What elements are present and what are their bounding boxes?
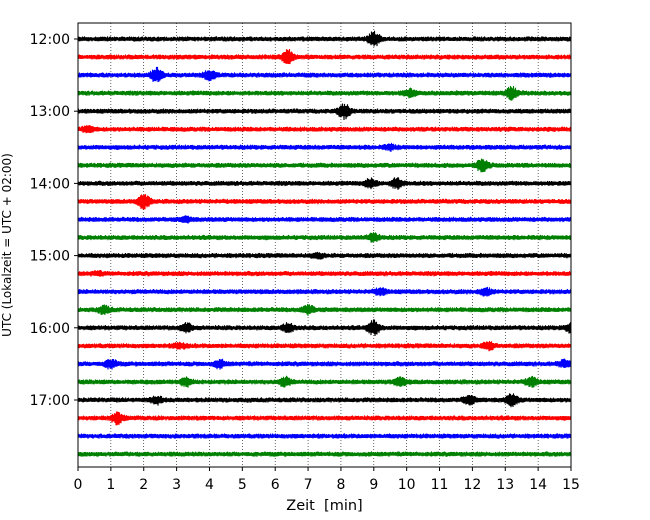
- seismic-trace: [77, 232, 572, 243]
- seismic-trace: [77, 194, 572, 210]
- x-tick-label: 15: [562, 477, 580, 493]
- seismic-trace: [77, 451, 572, 457]
- seismic-trace: [77, 319, 572, 337]
- seismic-trace: [77, 286, 572, 297]
- y-tick-label: 12:00: [30, 32, 70, 48]
- y-tick-label: 15:00: [30, 249, 70, 265]
- plot-background: [78, 23, 571, 467]
- seismic-trace: [77, 103, 572, 121]
- seismic-trace: [77, 393, 572, 408]
- x-tick-label: 4: [205, 477, 214, 493]
- seismic-trace: [77, 85, 572, 101]
- x-tick-label: 9: [369, 477, 378, 493]
- seismic-trace: [77, 375, 572, 388]
- y-tick-label: 14:00: [30, 176, 70, 192]
- seismic-trace: [77, 158, 572, 173]
- x-tick-label: 5: [238, 477, 247, 493]
- x-tick-label: 0: [74, 477, 83, 493]
- x-tick-label: 13: [496, 477, 514, 493]
- x-tick-label: 2: [139, 477, 148, 493]
- seismic-trace: [77, 358, 572, 370]
- x-tick-label: 14: [529, 477, 547, 493]
- seismic-trace: [77, 125, 572, 134]
- seismic-trace: [77, 177, 572, 190]
- x-tick-label: 6: [271, 477, 280, 493]
- seismic-traces: [77, 30, 572, 457]
- x-tick-label: 12: [463, 477, 481, 493]
- x-tick-label: 11: [431, 477, 449, 493]
- plot-frame: [77, 22, 572, 468]
- x-axis-title: Zeit [min]: [286, 498, 362, 514]
- seismic-trace: [77, 433, 572, 439]
- seismic-trace: [77, 142, 572, 152]
- y-axis-title: UTC (Lokalzeit = UTC + 02:00): [0, 153, 14, 337]
- seismic-trace: [77, 30, 572, 47]
- x-tick-label: 3: [172, 477, 181, 493]
- x-tick-label: 8: [336, 477, 345, 493]
- x-tick-label: 10: [398, 477, 416, 493]
- y-axis-ticks: 12:00 13:00 14:00 15:00 16:00 17:00: [30, 32, 78, 409]
- seismic-trace: [77, 49, 572, 65]
- x-tick-label: 7: [304, 477, 313, 493]
- x-gridlines: [110, 23, 539, 467]
- y-tick-label: 16:00: [30, 321, 70, 337]
- seismic-trace: [77, 411, 572, 426]
- seismic-trace: [77, 66, 572, 83]
- seismic-trace: [77, 340, 572, 352]
- seismic-trace: [77, 304, 572, 316]
- y-tick-label: 13:00: [30, 104, 70, 120]
- y-tick-label: 17:00: [30, 393, 70, 409]
- seismic-trace: [77, 215, 572, 224]
- seismic-trace: [77, 251, 572, 260]
- x-axis-ticks: 0 1 2 3 4 5 6 7 8 9 10 11 12 13 14 15: [74, 467, 580, 493]
- seismic-trace: [77, 270, 572, 277]
- x-tick-label: 1: [106, 477, 115, 493]
